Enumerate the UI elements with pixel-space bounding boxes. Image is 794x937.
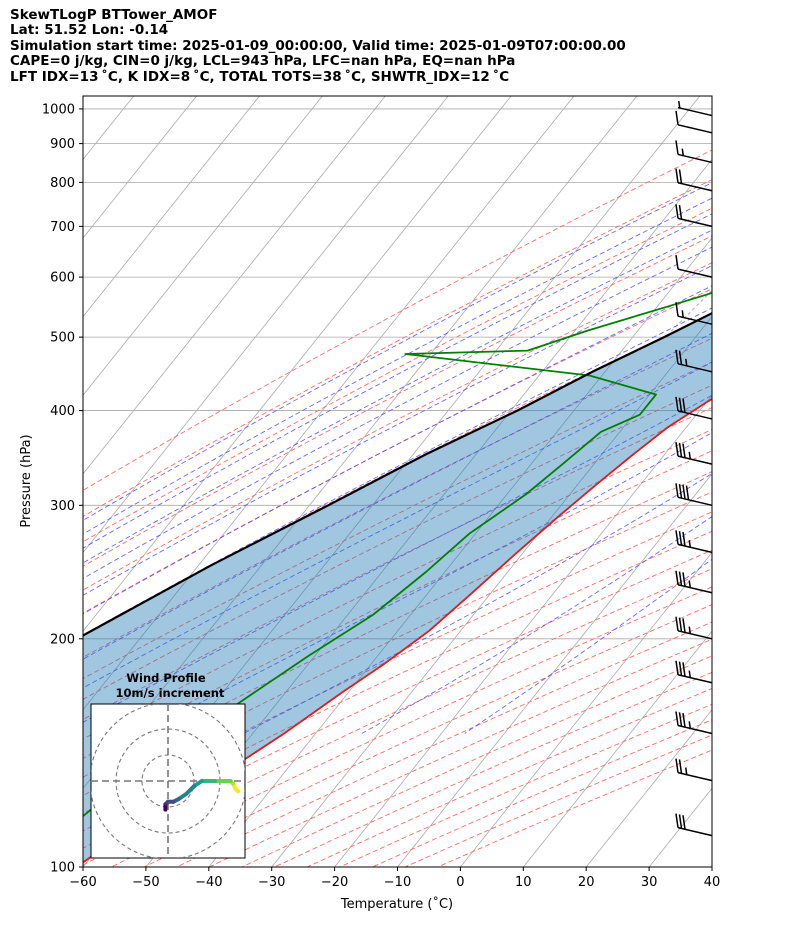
wind-barb-shaft (678, 125, 712, 133)
wind-barb-flag (683, 713, 685, 727)
wind-barb-flag (676, 204, 678, 218)
x-tick-label: −40 (195, 875, 222, 890)
y-tick-label: 500 (50, 331, 75, 346)
wind-barb (676, 255, 712, 277)
wind-barb-flag (680, 814, 682, 828)
wind-barb-half (689, 671, 690, 678)
x-tick-label: 20 (578, 875, 595, 890)
x-tick-label: 0 (456, 875, 464, 890)
wind-barb-flag (683, 572, 685, 586)
wind-barb-half (689, 452, 690, 459)
wind-barb-half (686, 359, 687, 366)
x-tick-label: −10 (384, 875, 411, 890)
isotherm (775, 96, 794, 867)
x-tick-label: 40 (704, 875, 721, 890)
hodograph-title: Wind Profile (126, 671, 206, 685)
mixing-ratio-line (776, 96, 794, 337)
wind-barb-flag (683, 618, 685, 632)
y-tick-label: 600 (50, 271, 75, 286)
wind-barb-flag (680, 662, 682, 676)
wind-barb-half (682, 149, 683, 156)
wind-barb-shaft (678, 675, 712, 683)
wind-barb-shaft (678, 773, 712, 781)
wind-barb-flag (683, 485, 685, 499)
wind-barb-half (689, 627, 690, 634)
wind-barb-half (682, 310, 683, 317)
isotherm (649, 96, 794, 867)
wind-barb-flag (676, 617, 678, 631)
wind-barb-half (689, 581, 690, 588)
wind-barb-flag (676, 140, 678, 154)
skewt-chart: −60 −50 −40 −30 −20 −10 0 10 20 30 40 100 200 300 400 5… (0, 0, 794, 937)
wind-barb-flag (676, 169, 678, 183)
wind-barb-flag (676, 712, 678, 726)
x-tick-label: −20 (321, 875, 348, 890)
wind-barb-flag (683, 444, 685, 458)
wind-barb-flag (683, 815, 685, 829)
wind-barb-flag (680, 618, 682, 632)
wind-barb-flag (680, 170, 682, 184)
x-tick-label: 10 (515, 875, 532, 890)
x-tick-label: −30 (258, 875, 285, 890)
wind-barb-flag (680, 712, 682, 726)
wind-barb-half (689, 540, 690, 547)
wind-barb-flag (680, 531, 682, 545)
isotherm (712, 96, 794, 867)
wind-barb-flag (680, 443, 682, 457)
wind-barb (676, 759, 712, 781)
y-axis-label: Pressure (hPa) (19, 434, 34, 527)
mixing-ratio-line (727, 96, 794, 337)
wind-barb-flag (676, 530, 678, 544)
wind-barb-half (679, 101, 680, 108)
wind-barb (676, 814, 712, 836)
y-tick-label: 1000 (42, 102, 75, 117)
wind-barb-flag (676, 814, 678, 828)
wind-barb (676, 169, 712, 191)
wind-barb-shaft (678, 269, 712, 277)
hodograph-subtitle: 10m/s increment (116, 686, 225, 700)
y-tick-label: 100 (50, 861, 75, 876)
wind-barb-shaft (678, 456, 712, 464)
wind-barb-flag (680, 759, 682, 773)
wind-barb-shaft (678, 218, 712, 226)
wind-barb-shaft (678, 828, 712, 836)
x-tick-label: 30 (641, 875, 658, 890)
wind-barb-shaft (678, 544, 712, 552)
wind-barb-shaft (678, 183, 712, 191)
wind-barb-flag (680, 205, 682, 219)
y-tick-label: 900 (50, 137, 75, 152)
wind-barb-half (689, 721, 690, 728)
wind-barb-flag (676, 661, 678, 675)
wind-barb-half (686, 768, 687, 775)
x-tick-label: −50 (132, 875, 159, 890)
y-tick-label: 700 (50, 220, 75, 235)
wind-barb (676, 530, 712, 552)
x-tick-label: −60 (69, 875, 96, 890)
wind-barb-flag (676, 111, 678, 125)
wind-barb-flag (676, 571, 678, 585)
y-tick-label: 200 (50, 632, 75, 647)
y-tick-label: 400 (50, 404, 75, 419)
wind-barb-flag (680, 484, 682, 498)
wind-barb-shaft (678, 497, 712, 505)
y-tick-label: 800 (50, 176, 75, 191)
wind-barb (676, 571, 712, 593)
wind-barb (678, 101, 712, 116)
x-axis-label: Temperature (˚C) (340, 896, 453, 912)
wind-barb-flag (676, 255, 678, 269)
wind-barb-flag (676, 442, 678, 456)
wind-barb-flag (676, 759, 678, 773)
wind-barb-flag (683, 662, 685, 676)
y-tick-label: 300 (50, 499, 75, 514)
wind-barb-flag (680, 572, 682, 586)
